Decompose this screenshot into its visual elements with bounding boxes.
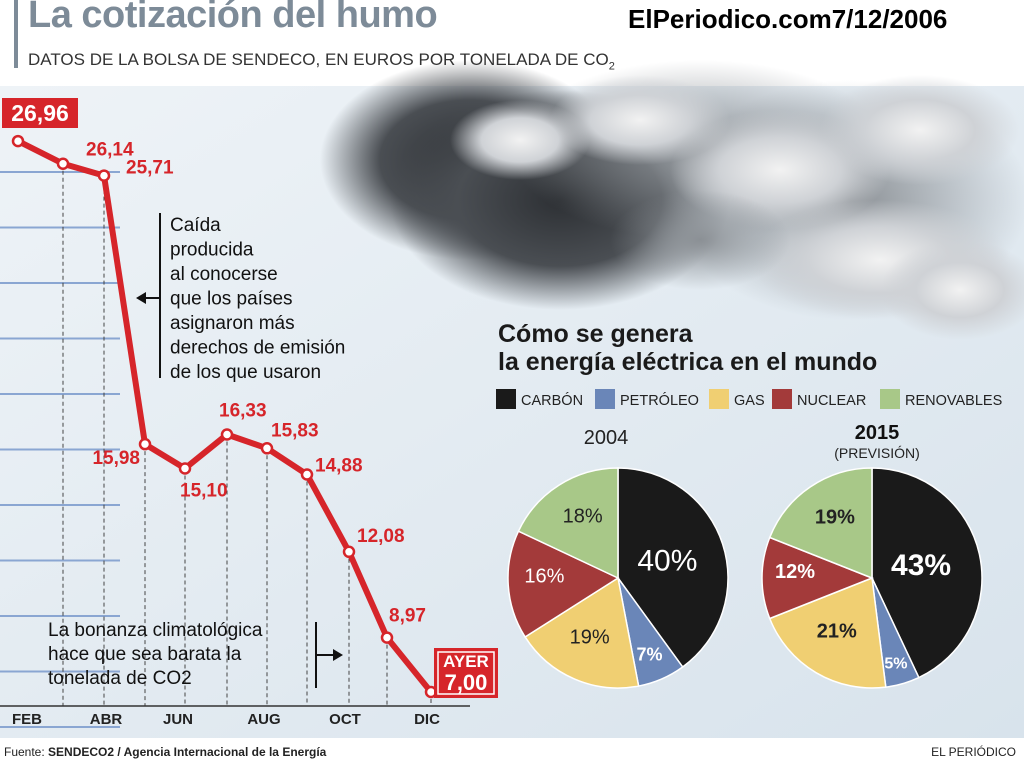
pie-label: 21% (817, 621, 857, 643)
pie-label: 43% (891, 549, 951, 582)
x-tick-label: DIC (414, 711, 440, 728)
annotation-drop-text: que los países (170, 289, 293, 310)
data-label: 15,83 (271, 420, 319, 441)
pie-title-2015: 2015 (855, 422, 900, 444)
data-label: 14,88 (315, 456, 363, 477)
pie-slice (768, 576, 887, 689)
pie-slice (507, 530, 620, 638)
legend-swatch (709, 389, 729, 409)
subtitle-subscript: 2 (608, 60, 615, 73)
data-label: 7,00 (445, 670, 488, 695)
pie-slice (524, 576, 640, 689)
data-label: 8,97 (389, 606, 426, 627)
page-subtitle: DATOS DE LA BOLSA DE SENDECO, EN EUROS P… (28, 50, 615, 72)
price-point (260, 442, 274, 455)
footer-source: Fuente: SENDECO2 / Agencia Internacional… (4, 745, 326, 759)
price-point (220, 428, 234, 441)
pie-label: 19% (815, 506, 855, 528)
max-value-box (2, 98, 78, 128)
price-point (300, 468, 314, 481)
smoke-cloud-image (320, 60, 1024, 340)
price-point (56, 157, 70, 170)
footer-source-prefix: Fuente: (4, 745, 49, 759)
annotation-drop-text: Caída (170, 215, 221, 236)
footer-credit: EL PERIÓDICO (931, 745, 1016, 759)
pies-title: la energía eléctrica en el mundo (498, 348, 877, 376)
source-brand-date: ElPeriodico.com7/12/2006 (628, 4, 948, 34)
title-accent-bar (14, 0, 18, 68)
price-point (380, 631, 394, 644)
pie-slice (517, 467, 619, 580)
x-tick-label: FEB (12, 711, 42, 728)
legend-swatch (772, 389, 792, 409)
data-label: 26,14 (86, 140, 134, 161)
pie-label: 5% (884, 655, 907, 672)
annotation-drop-text: derechos de emisión (170, 338, 345, 359)
subtitle-text: DATOS DE LA BOLSA DE SENDECO, EN EUROS P… (28, 50, 609, 69)
pie-slice (871, 467, 983, 679)
data-label: 15,98 (92, 448, 140, 469)
pie-label: 40% (637, 544, 697, 577)
last-value-box (434, 648, 498, 698)
price-point (97, 169, 111, 182)
pie-label: 12% (775, 561, 815, 583)
pie-slice (617, 467, 729, 669)
annotation-drop-text: de los que usaron (170, 362, 321, 383)
last-value-box-border (437, 651, 495, 695)
annotation-arrowhead (136, 292, 146, 304)
legend-swatch (880, 389, 900, 409)
pie-title-2004: 2004 (584, 427, 629, 449)
data-label: 26,96 (11, 100, 69, 126)
data-label: 15,10 (180, 480, 228, 501)
x-tick-label: ABR (90, 711, 123, 728)
pie-label: 19% (570, 627, 610, 649)
pie-slice (761, 536, 875, 620)
annotation-cheap-text: tonelada de CO2 (48, 668, 192, 689)
price-point (342, 545, 356, 559)
legend-label: GAS (734, 393, 765, 409)
ayer-label: AYER (443, 652, 489, 671)
data-label: 12,08 (357, 526, 405, 547)
footer-source-text: SENDECO2 / Agencia Internacional de la E… (48, 745, 327, 759)
pies-title: Cómo se genera (498, 320, 694, 348)
pie-subtitle-2015: (PREVISIÓN) (834, 445, 920, 461)
legend-label: RENOVABLES (905, 393, 1002, 409)
pie-slice (768, 467, 873, 580)
x-tick-label: OCT (329, 711, 361, 728)
price-point (138, 437, 152, 451)
data-label: 16,33 (219, 400, 267, 421)
legend-swatch (595, 389, 615, 409)
page-title: La cotización del humo (28, 0, 438, 36)
price-point (11, 134, 25, 148)
legend-label: NUCLEAR (797, 393, 866, 409)
annotation-drop-text: producida (170, 240, 254, 261)
data-label: 25,71 (126, 158, 174, 179)
legend-label: CARBÓN (521, 392, 583, 409)
annotation-arrowhead (333, 649, 343, 661)
x-tick-label: JUN (163, 711, 193, 728)
legend-swatch (496, 389, 516, 409)
pie-label: 16% (524, 566, 564, 588)
pie-label: 7% (636, 645, 662, 665)
legend-label: PETRÓLEO (620, 392, 699, 409)
pie-label: 18% (563, 505, 603, 527)
annotation-cheap-text: La bonanza climatológica (48, 620, 263, 641)
annotation-drop-text: al conocerse (170, 264, 278, 285)
annotation-drop-text: asignaron más (170, 313, 295, 334)
annotation-cheap-text: hace que sea barata la (48, 644, 242, 665)
price-point (178, 462, 192, 475)
x-tick-label: AUG (247, 711, 280, 728)
